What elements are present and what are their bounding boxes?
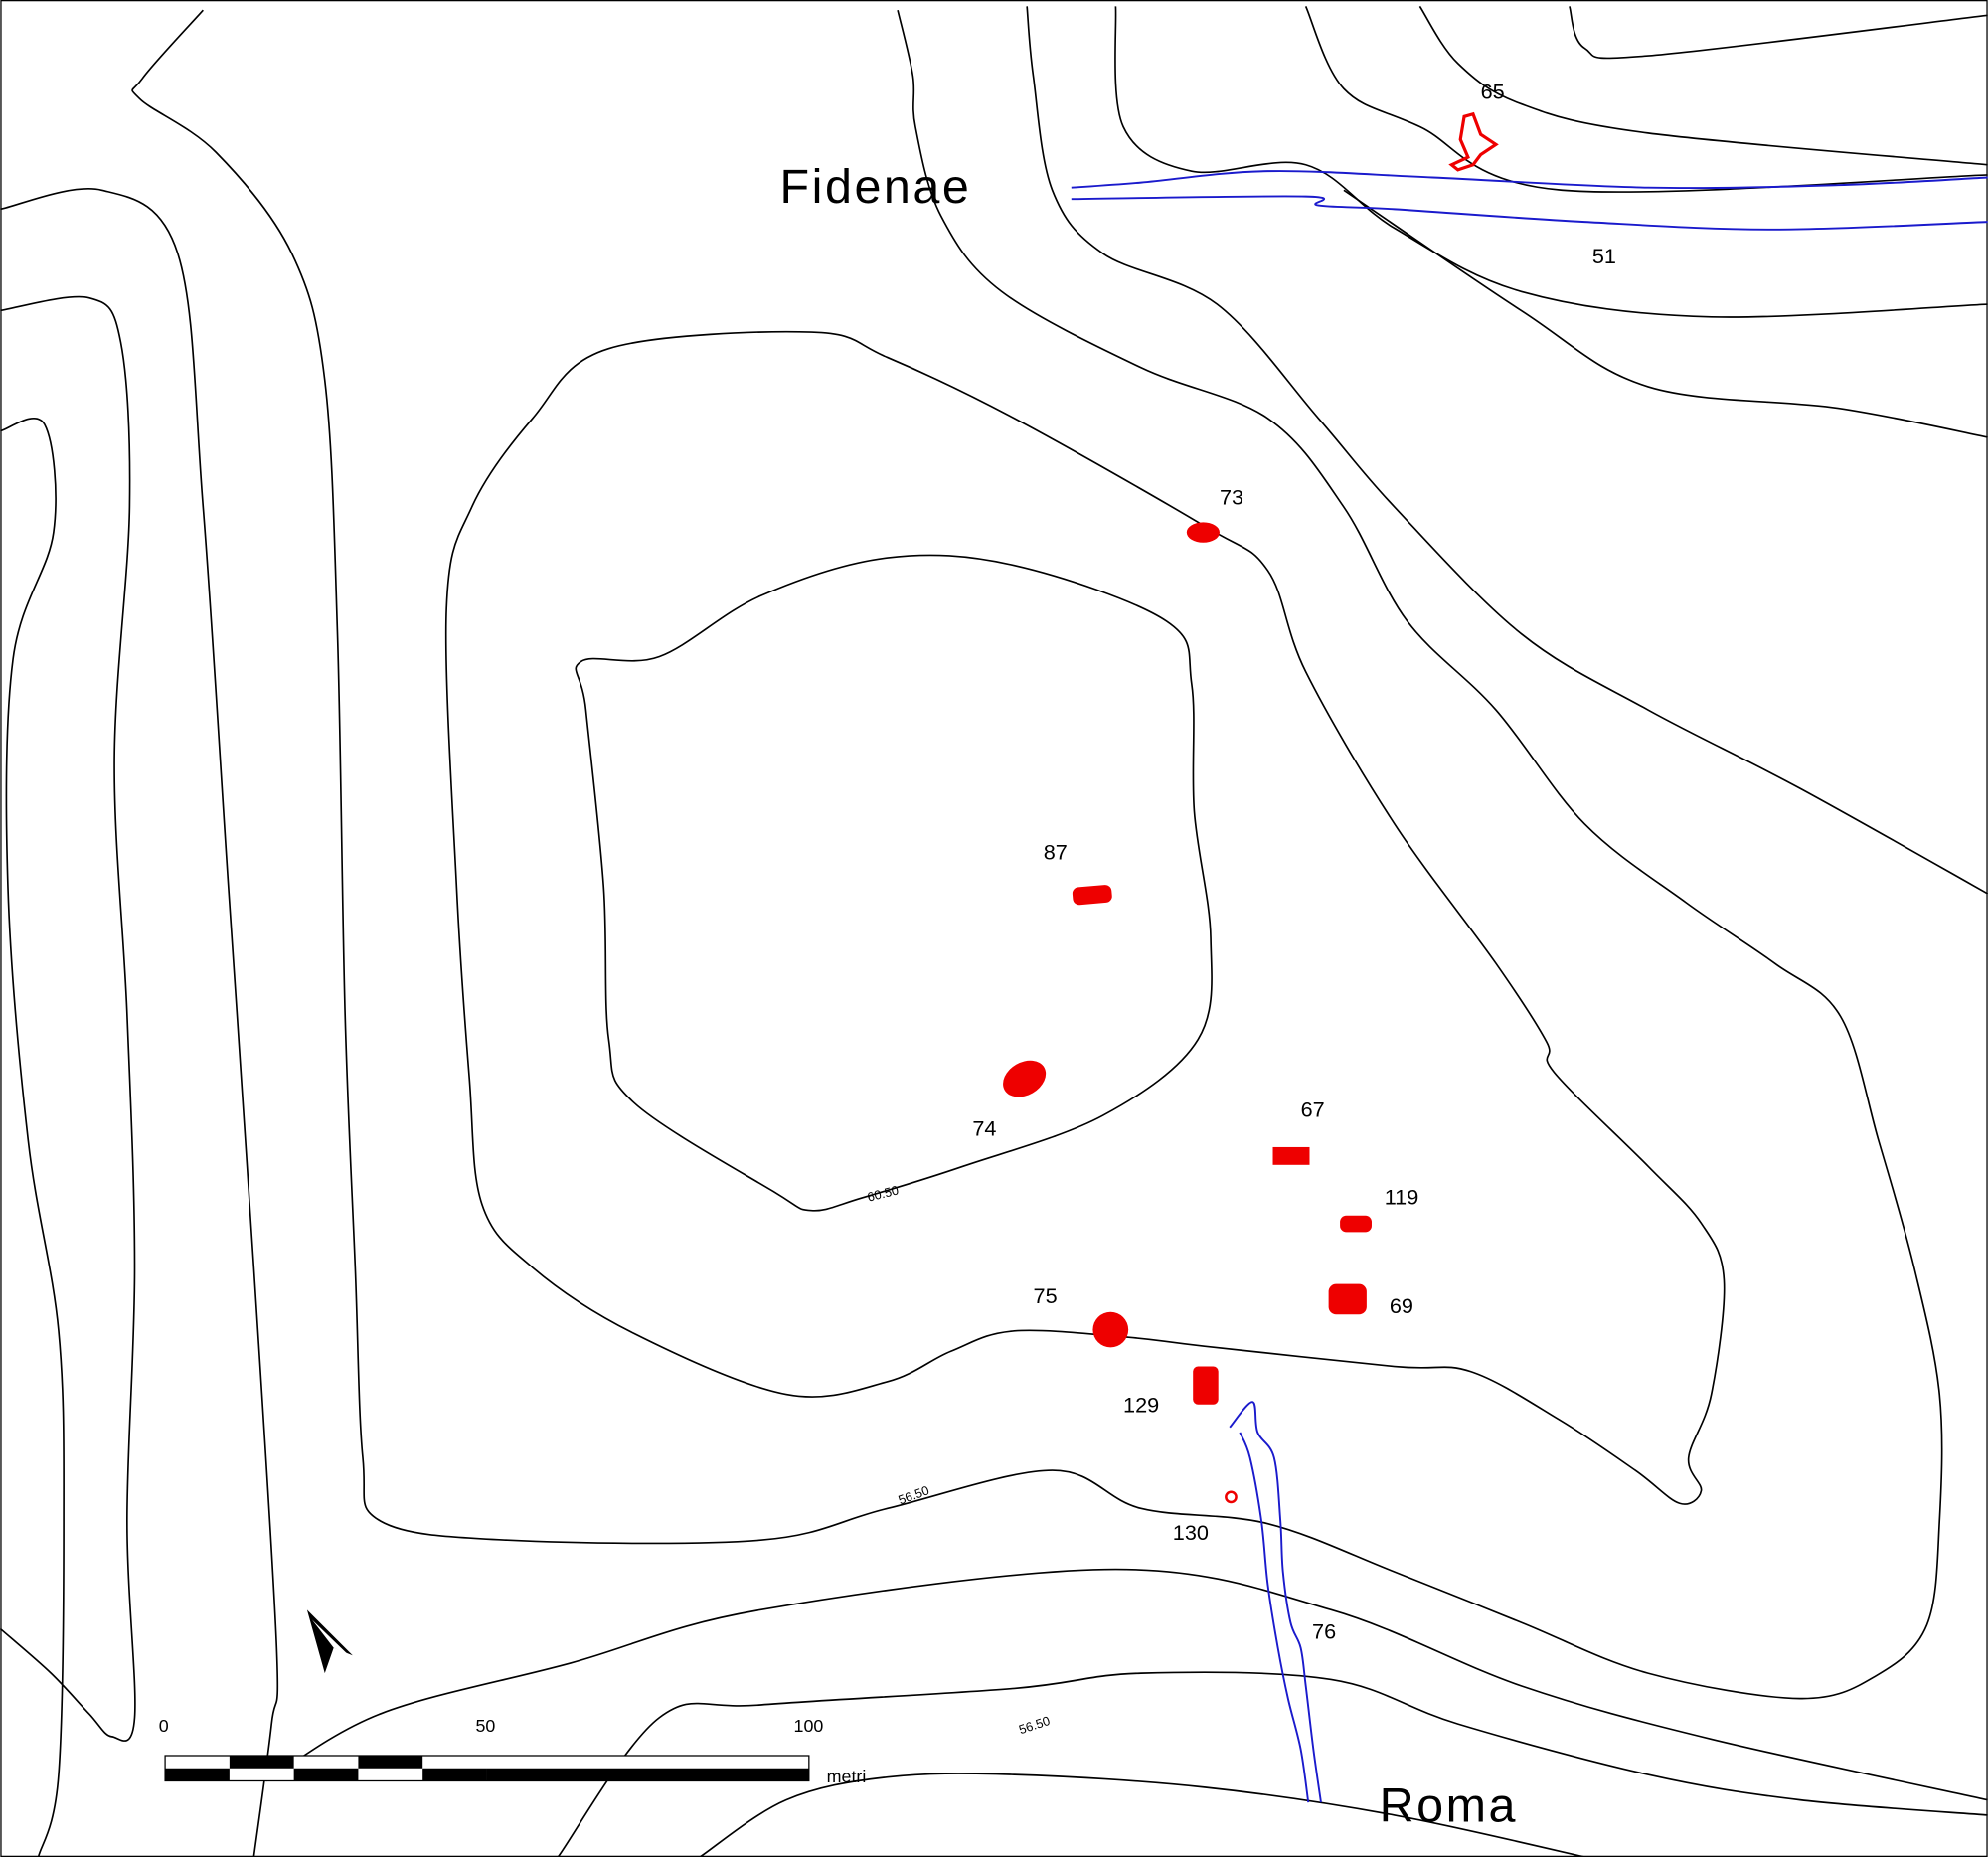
site-87: [1072, 885, 1112, 906]
site-75: [1092, 1311, 1129, 1348]
north-arrow-light: [312, 1619, 348, 1654]
site-130: [1225, 1490, 1238, 1504]
site-label: 130: [1173, 1520, 1209, 1545]
scale-tick-label: 100: [794, 1716, 824, 1736]
contour-line: [1569, 6, 1988, 60]
scale-bar-segment: [422, 1768, 487, 1781]
site-label: 119: [1385, 1184, 1419, 1209]
site-69: [1328, 1283, 1367, 1315]
scale-bar-segment: [229, 1755, 294, 1769]
contour-line: [1343, 189, 1988, 438]
watercourse: [1071, 170, 1988, 190]
contour-line: [0, 295, 136, 1742]
scale-tick-label: 50: [475, 1716, 495, 1736]
contour-label: 60.50: [866, 1182, 901, 1204]
site-label: 65: [1481, 79, 1505, 103]
contour-line: [557, 1671, 1988, 1857]
contours: [0, 5, 1988, 1857]
place-label: Roma: [1380, 1778, 1518, 1832]
site-119: [1340, 1215, 1372, 1233]
site-label: 51: [1592, 244, 1616, 268]
contour-line: [0, 188, 279, 1857]
watercourses: [1071, 170, 1988, 1803]
watercourse: [1071, 195, 1988, 231]
scale-bar: [164, 1755, 810, 1782]
site-65: [1448, 111, 1499, 172]
find-spots: [1003, 111, 1499, 1504]
scale-bar-segment: [293, 1768, 359, 1781]
contour-line: [1418, 5, 1988, 166]
site-74: [1003, 1060, 1047, 1097]
site-label: 69: [1390, 1293, 1413, 1318]
watercourse: [1239, 1432, 1310, 1803]
contour-line: [131, 9, 1943, 1700]
site-label: 75: [1034, 1283, 1058, 1308]
scale-bar-segment: [486, 1768, 809, 1781]
contour-line: [1114, 6, 1988, 318]
scale-bar-segment: [165, 1768, 230, 1781]
site-129: [1193, 1366, 1219, 1405]
contour-line: [699, 1773, 1585, 1857]
scale-tick-label: 0: [159, 1716, 169, 1736]
contour-line: [444, 330, 1726, 1505]
scale-bar-segment: [358, 1755, 423, 1769]
site-73: [1186, 522, 1220, 543]
place-label: Fidenae: [780, 160, 972, 214]
site-label: 76: [1312, 1619, 1336, 1644]
contour-line: [575, 554, 1213, 1212]
scale-unit: metri: [827, 1767, 867, 1786]
contour-line: [0, 418, 65, 1857]
site-label: 74: [972, 1115, 996, 1140]
site-label: 73: [1220, 484, 1243, 509]
contour-line: [265, 1568, 1988, 1801]
contour-line: [1026, 6, 1988, 895]
watercourse: [1229, 1401, 1322, 1803]
site-label: 129: [1123, 1392, 1159, 1417]
site-label: 67: [1301, 1097, 1325, 1121]
site-label: 87: [1044, 840, 1068, 865]
site-67: [1272, 1146, 1310, 1165]
